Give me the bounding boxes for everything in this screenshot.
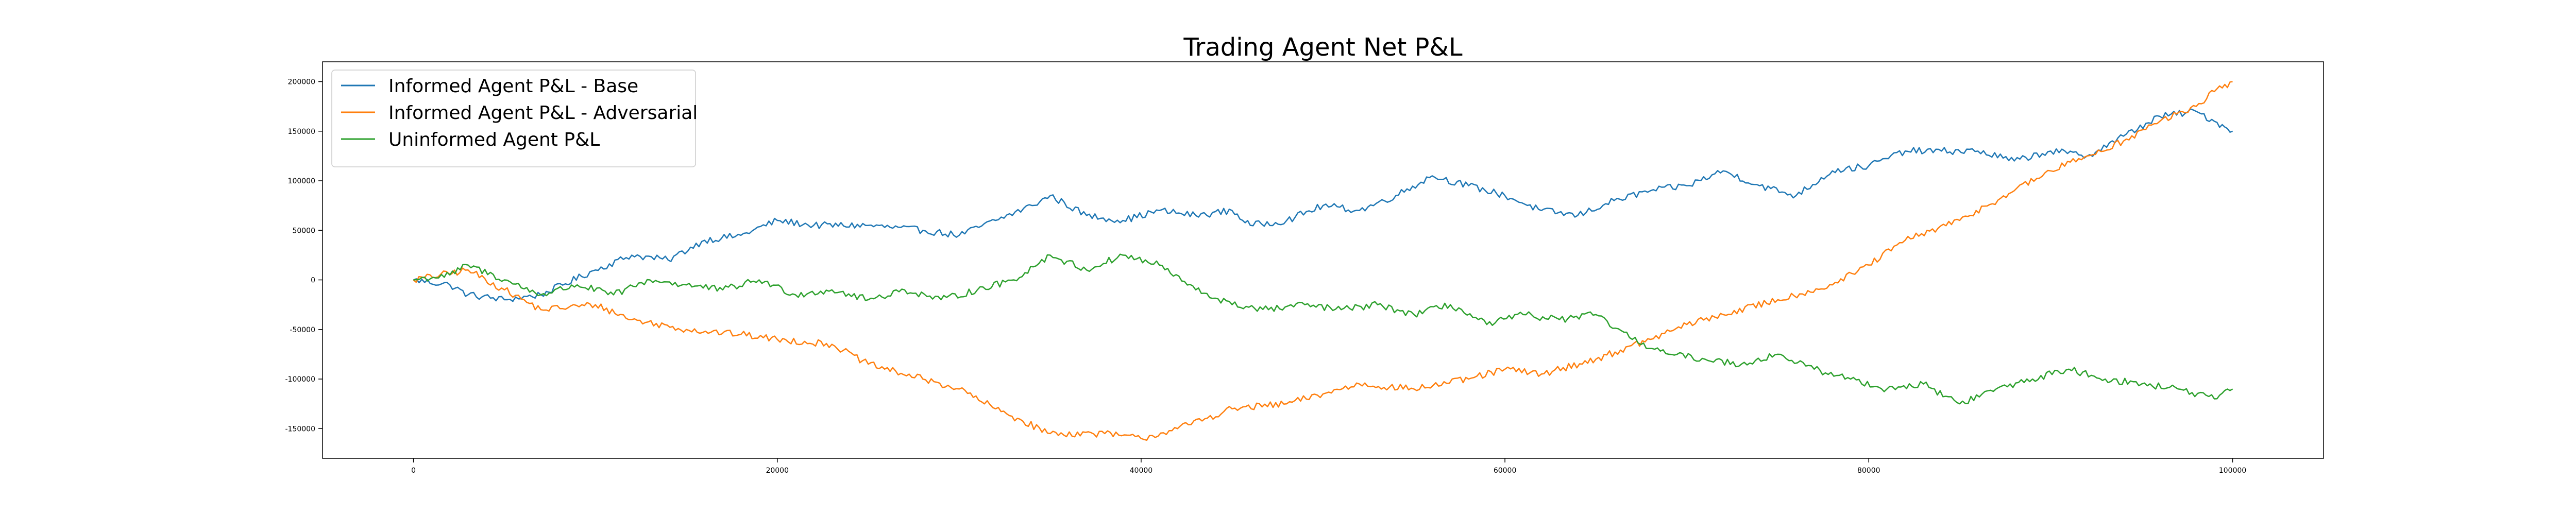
series-lines xyxy=(413,81,2233,441)
y-tick-label-6: 150000 xyxy=(288,128,315,136)
y-tick-label-5: 100000 xyxy=(288,177,315,185)
legend-label-1: Informed Agent P&L - Adversarial xyxy=(388,102,698,124)
y-tick-label-0: -150000 xyxy=(285,425,316,433)
x-tick-label-5: 100000 xyxy=(2219,467,2246,475)
series-line-2 xyxy=(413,253,2233,405)
y-tick-label-2: -50000 xyxy=(290,326,315,334)
x-tick-label-0: 0 xyxy=(411,467,416,475)
series-line-0 xyxy=(413,108,2233,302)
y-tick-label-1: -100000 xyxy=(285,375,316,384)
x-tick-label-3: 60000 xyxy=(1494,467,1517,475)
x-tick-label-1: 20000 xyxy=(766,467,789,475)
x-tick-label-2: 40000 xyxy=(1130,467,1153,475)
legend-label-0: Informed Agent P&L - Base xyxy=(388,76,638,97)
x-tick-label-4: 80000 xyxy=(1857,467,1880,475)
axis-ticks: 0 20000 40000 60000 80000 100000 -150000 -10000… xyxy=(285,78,2247,475)
legend-box xyxy=(331,70,696,167)
y-tick-label-7: 200000 xyxy=(288,78,315,87)
series-line-1 xyxy=(413,81,2233,441)
y-tick-label-4: 50000 xyxy=(292,227,315,235)
legend-label-2: Uninformed Agent P&L xyxy=(388,129,600,150)
y-tick-label-3: 0 xyxy=(311,277,315,285)
legend: Informed Agent P&L - Base Informed Agent … xyxy=(331,70,698,167)
plot-area xyxy=(322,61,2324,459)
chart-title: Trading Agent Net P&L xyxy=(1183,33,1463,62)
